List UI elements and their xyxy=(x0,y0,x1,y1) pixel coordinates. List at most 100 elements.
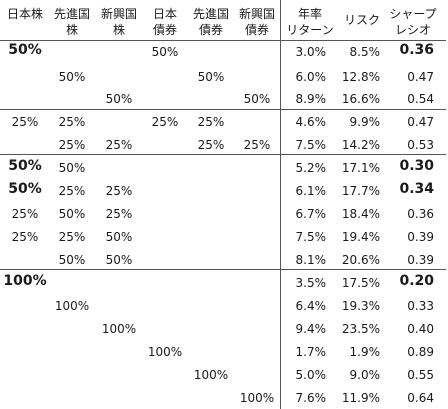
allocation-cell: 50% xyxy=(8,158,42,174)
column-header-line: 新興国 xyxy=(238,7,275,21)
column-header-line: シャープ xyxy=(389,7,437,21)
allocation-cell: 100% xyxy=(239,391,275,405)
column-header-line: 株 xyxy=(112,23,125,37)
column-header-line: 年率 xyxy=(297,7,322,21)
annual-return-cell: 8.9% xyxy=(295,92,327,106)
sharpe-ratio-cell: 0.54 xyxy=(407,92,434,106)
allocation-cell: 50% xyxy=(58,70,86,84)
column-header: 新興国株 xyxy=(96,6,142,38)
annual-return-cell: 5.0% xyxy=(295,368,327,382)
allocation-cell: 25% xyxy=(151,115,179,129)
column-header-line: リターン xyxy=(286,23,334,37)
column-header-line: 株 xyxy=(65,23,78,37)
risk-cell: 9.9% xyxy=(349,115,381,129)
allocation-cell: 50% xyxy=(58,161,86,175)
column-header-line: 日本株 xyxy=(6,7,43,21)
sharpe-ratio-cell: 0.34 xyxy=(399,181,434,197)
allocation-cell: 50% xyxy=(243,92,271,106)
column-header-line: 新興国 xyxy=(100,7,137,21)
sharpe-ratio-cell: 0.40 xyxy=(407,322,434,336)
sharpe-ratio-cell: 0.30 xyxy=(399,158,434,174)
allocation-cell: 25% xyxy=(243,138,271,152)
sharpe-ratio-cell: 0.55 xyxy=(407,368,434,382)
header-divider xyxy=(0,40,446,41)
allocation-cell: 50% xyxy=(58,253,86,267)
allocation-cell: 50% xyxy=(105,230,133,244)
annual-return-cell: 6.4% xyxy=(295,299,327,313)
allocation-cell: 25% xyxy=(58,138,86,152)
column-divider xyxy=(280,0,281,409)
annual-return-cell: 1.7% xyxy=(295,345,327,359)
sharpe-ratio-cell: 0.33 xyxy=(407,299,434,313)
sharpe-ratio-cell: 0.20 xyxy=(399,273,434,289)
risk-cell: 17.5% xyxy=(341,276,380,290)
column-header-line: 日本 xyxy=(152,7,177,21)
sharpe-ratio-cell: 0.53 xyxy=(407,138,434,152)
column-header: シャープ レシオ xyxy=(387,6,439,38)
annual-return-cell: 8.1% xyxy=(295,253,327,267)
risk-cell: 1.9% xyxy=(349,345,381,359)
allocation-cell: 100% xyxy=(193,368,229,382)
allocation-cell: 50% xyxy=(58,207,86,221)
risk-cell: 12.8% xyxy=(341,70,380,84)
column-header-line: レシオ xyxy=(394,23,431,37)
group-divider xyxy=(0,154,446,155)
allocation-cell: 50% xyxy=(105,92,133,106)
sharpe-ratio-cell: 0.47 xyxy=(407,115,434,129)
annual-return-cell: 7.5% xyxy=(295,230,327,244)
sharpe-ratio-cell: 0.36 xyxy=(399,42,434,58)
allocation-cell: 25% xyxy=(197,115,225,129)
risk-cell: 19.3% xyxy=(341,299,380,313)
annual-return-cell: 4.6% xyxy=(295,115,327,129)
annual-return-cell: 6.7% xyxy=(295,207,327,221)
allocation-cell: 50% xyxy=(8,181,42,197)
risk-cell: 16.6% xyxy=(341,92,380,106)
sharpe-ratio-cell: 0.64 xyxy=(407,391,434,405)
annual-return-cell: 7.5% xyxy=(295,138,327,152)
sharpe-ratio-cell: 0.47 xyxy=(407,70,434,84)
column-header: 年率 リターン xyxy=(285,6,335,38)
risk-cell: 19.4% xyxy=(341,230,380,244)
allocation-cell: 25% xyxy=(105,207,133,221)
risk-cell: 18.4% xyxy=(341,207,380,221)
annual-return-cell: 5.2% xyxy=(295,161,327,175)
allocation-cell: 50% xyxy=(8,42,42,58)
risk-cell: 9.0% xyxy=(349,368,381,382)
allocation-cell: 25% xyxy=(58,115,86,129)
allocation-cell: 25% xyxy=(105,184,133,198)
risk-cell: 17.1% xyxy=(341,161,380,175)
allocation-cell: 25% xyxy=(58,230,86,244)
allocation-cell: 25% xyxy=(11,230,39,244)
annual-return-cell: 6.0% xyxy=(295,70,327,84)
annual-return-cell: 3.5% xyxy=(295,276,327,290)
column-header-line: 債券 xyxy=(152,23,177,37)
sharpe-ratio-cell: 0.39 xyxy=(407,253,434,267)
annual-return-cell: 3.0% xyxy=(295,45,327,59)
column-header: 先進国株 xyxy=(49,6,95,38)
risk-cell: 20.6% xyxy=(341,253,380,267)
sharpe-ratio-cell: 0.39 xyxy=(407,230,434,244)
risk-cell: 17.7% xyxy=(341,184,380,198)
risk-cell: 14.2% xyxy=(341,138,380,152)
risk-cell: 11.9% xyxy=(341,391,380,405)
sharpe-ratio-cell: 0.36 xyxy=(407,207,434,221)
annual-return-cell: 6.1% xyxy=(295,184,327,198)
allocation-cell: 100% xyxy=(54,299,90,313)
allocation-cell: 100% xyxy=(147,345,183,359)
allocation-cell: 25% xyxy=(105,138,133,152)
column-header: 先進国 債券 xyxy=(188,6,234,38)
column-header-line: 債券 xyxy=(198,23,223,37)
allocation-cell: 25% xyxy=(11,207,39,221)
allocation-cell: 25% xyxy=(197,138,225,152)
group-divider xyxy=(0,269,446,270)
allocation-cell: 25% xyxy=(11,115,39,129)
allocation-cell: 25% xyxy=(58,184,86,198)
column-header: 日本株 xyxy=(2,6,48,22)
column-header: 日本 債券 xyxy=(142,6,188,38)
group-divider xyxy=(0,109,446,110)
risk-cell: 8.5% xyxy=(349,45,381,59)
column-header-line: リスク xyxy=(343,13,380,27)
allocation-cell: 50% xyxy=(197,70,225,84)
column-header: リスク xyxy=(336,12,388,28)
